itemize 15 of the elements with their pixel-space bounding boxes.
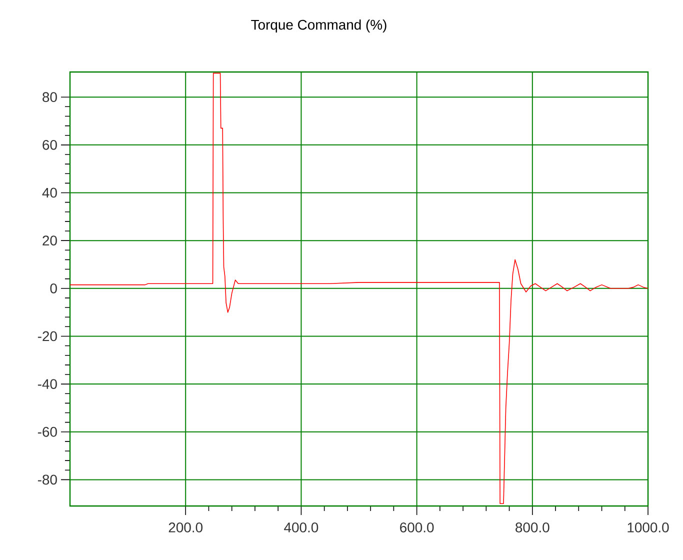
x-tick-label: 600.0 (400, 522, 434, 532)
y-tick-label: 0 (50, 283, 57, 294)
y-tick-label: -40 (38, 379, 57, 389)
y-tick-label: 80 (42, 92, 57, 102)
x-tick-label: 800.0 (516, 522, 550, 532)
y-tick-label: -60 (38, 426, 57, 437)
y-tick-label: -20 (38, 331, 57, 342)
y-tick-label: 20 (42, 236, 57, 246)
y-tick-label: 60 (42, 140, 57, 150)
x-tick-label: 400.0 (284, 522, 318, 532)
y-tick-label: -80 (38, 474, 57, 485)
x-tick-label: 200.0 (168, 522, 203, 532)
x-tick-label: 1000.0 (628, 522, 669, 532)
y-tick-label: 40 (42, 188, 57, 198)
chart-title: Torque Command (%) (251, 19, 386, 32)
